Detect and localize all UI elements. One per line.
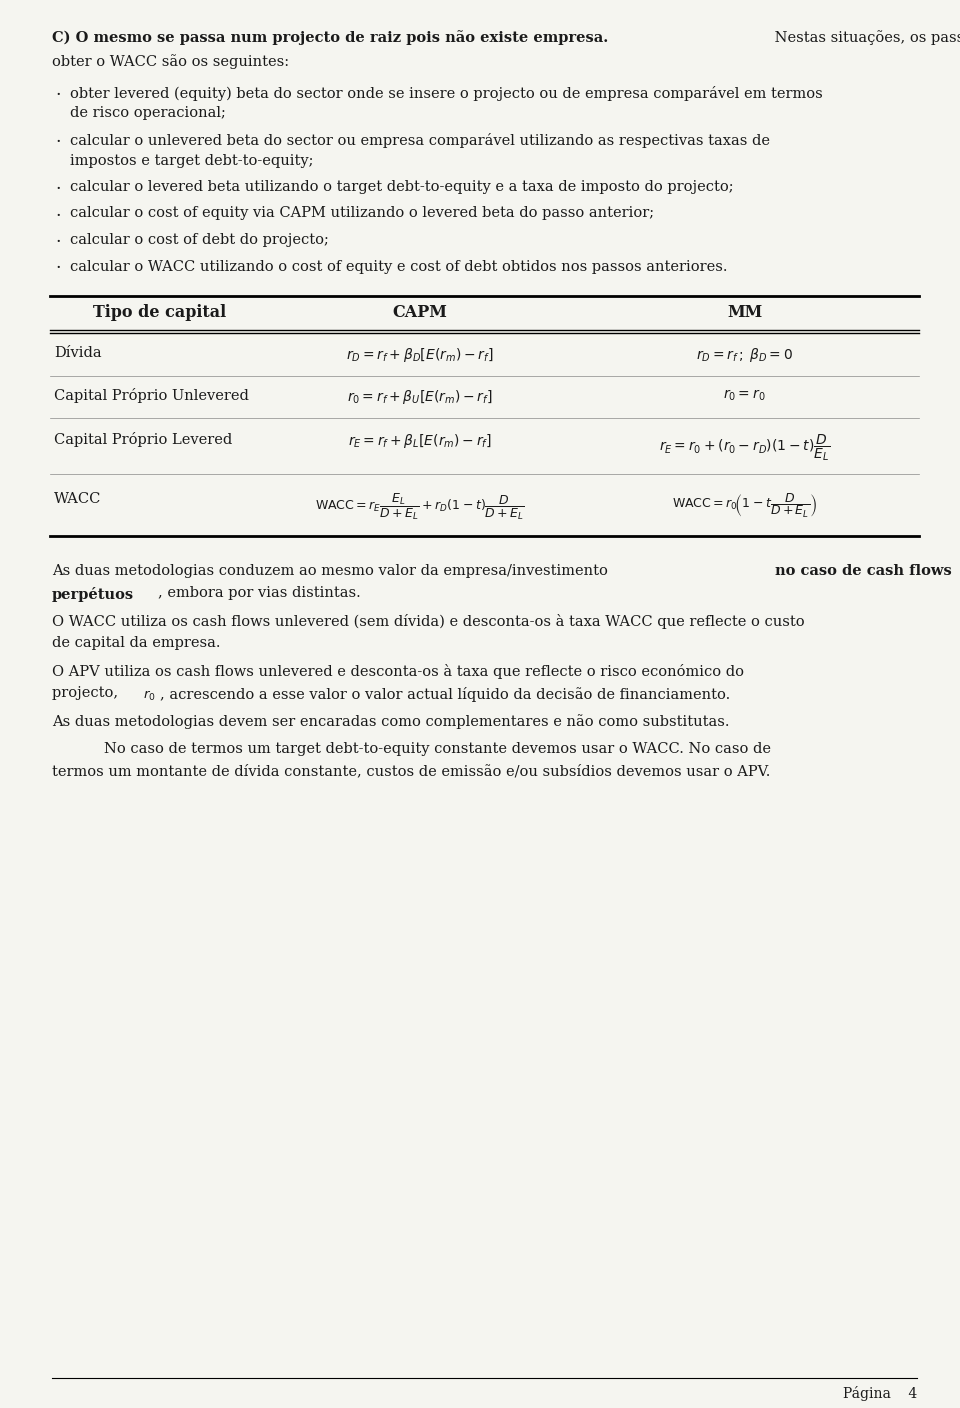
Text: termos um montante de dívida constante, custos de emissão e/ou subsídios devemos: termos um montante de dívida constante, … [52,765,770,779]
Text: $r_D = r_f\,;\;\beta_D = 0$: $r_D = r_f\,;\;\beta_D = 0$ [696,346,793,365]
Text: Dívida: Dívida [54,346,102,360]
Text: Nestas situações, os passos para: Nestas situações, os passos para [770,30,960,45]
Text: $r_E = r_f + \beta_L\left[E(r_m) - r_f\right]$: $r_E = r_f + \beta_L\left[E(r_m) - r_f\r… [348,432,492,451]
Text: $r_0 = r_0$: $r_0 = r_0$ [723,389,766,404]
Text: ·: · [55,260,60,277]
Text: de risco operacional;: de risco operacional; [70,107,226,121]
Text: , embora por vias distintas.: , embora por vias distintas. [158,587,361,600]
Text: WACC: WACC [54,491,102,505]
Text: $r_D = r_f + \beta_D\left[E(r_m) - r_f\right]$: $r_D = r_f + \beta_D\left[E(r_m) - r_f\r… [347,346,493,365]
Text: no caso de cash flows: no caso de cash flows [776,565,952,579]
Text: calcular o cost of equity via CAPM utilizando o levered beta do passo anterior;: calcular o cost of equity via CAPM utili… [70,207,654,221]
Text: calcular o cost of debt do projecto;: calcular o cost of debt do projecto; [70,232,329,246]
Text: O APV utiliza os cash flows unlevered e desconta-os à taxa que reflecte o risco : O APV utiliza os cash flows unlevered e … [52,665,744,679]
Text: , acrescendo a esse valor o valor actual líquido da decisão de financiamento.: , acrescendo a esse valor o valor actual… [159,687,730,701]
Text: O WACC utiliza os cash flows unlevered (sem dívida) e desconta-os à taxa WACC qu: O WACC utiliza os cash flows unlevered (… [52,614,804,629]
Text: ·: · [55,87,60,104]
Text: Capital Próprio Levered: Capital Próprio Levered [54,432,232,446]
Text: Tipo de capital: Tipo de capital [93,304,227,321]
Text: obter o WACC são os seguintes:: obter o WACC são os seguintes: [52,55,289,69]
Text: calcular o levered beta utilizando o target debt-to-equity e a taxa de imposto d: calcular o levered beta utilizando o tar… [70,180,733,194]
Text: $\mathrm{WACC} = r_E\dfrac{E_L}{D+E_L} + r_D(1-t)\dfrac{D}{D+E_L}$: $\mathrm{WACC} = r_E\dfrac{E_L}{D+E_L} +… [315,491,525,522]
Text: $r_E = r_0 + (r_0 - r_D)(1-t)\dfrac{D}{E_L}$: $r_E = r_0 + (r_0 - r_D)(1-t)\dfrac{D}{E… [659,432,830,463]
Text: No caso de termos um target debt-to-equity constante devemos usar o WACC. No cas: No caso de termos um target debt-to-equi… [104,742,771,756]
Text: $r_0$: $r_0$ [143,689,156,703]
Text: $\mathrm{WACC} = r_0\!\left(1 - t\dfrac{D}{D+E_L}\right)$: $\mathrm{WACC} = r_0\!\left(1 - t\dfrac{… [672,491,817,520]
Text: As duas metodologias devem ser encaradas como complementares e não como substitu: As duas metodologias devem ser encaradas… [52,714,730,729]
Text: ·: · [55,182,60,199]
Text: perpétuos: perpétuos [52,587,134,601]
Text: C) O mesmo se passa num projecto de raiz pois não existe empresa.: C) O mesmo se passa num projecto de raiz… [52,30,609,45]
Text: $r_0 = r_f + \beta_U\left[E(r_m) - r_f\right]$: $r_0 = r_f + \beta_U\left[E(r_m) - r_f\r… [348,389,492,406]
Text: As duas metodologias conduzem ao mesmo valor da empresa/investimento: As duas metodologias conduzem ao mesmo v… [52,565,612,579]
Text: ·: · [55,207,60,224]
Text: de capital da empresa.: de capital da empresa. [52,636,221,650]
Text: MM: MM [727,304,762,321]
Text: calcular o unlevered beta do sector ou empresa comparável utilizando as respecti: calcular o unlevered beta do sector ou e… [70,132,770,148]
Text: impostos e target debt-to-equity;: impostos e target debt-to-equity; [70,153,314,168]
Text: projecto,: projecto, [52,687,123,701]
Text: ·: · [55,134,60,151]
Text: CAPM: CAPM [393,304,447,321]
Text: obter levered (equity) beta do sector onde se insere o projecto ou de empresa co: obter levered (equity) beta do sector on… [70,86,823,101]
Text: Capital Próprio Unlevered: Capital Próprio Unlevered [54,389,249,403]
Text: calcular o WACC utilizando o cost of equity e cost of debt obtidos nos passos an: calcular o WACC utilizando o cost of equ… [70,259,728,273]
Text: ·: · [55,234,60,251]
Text: Página    4: Página 4 [843,1385,917,1401]
